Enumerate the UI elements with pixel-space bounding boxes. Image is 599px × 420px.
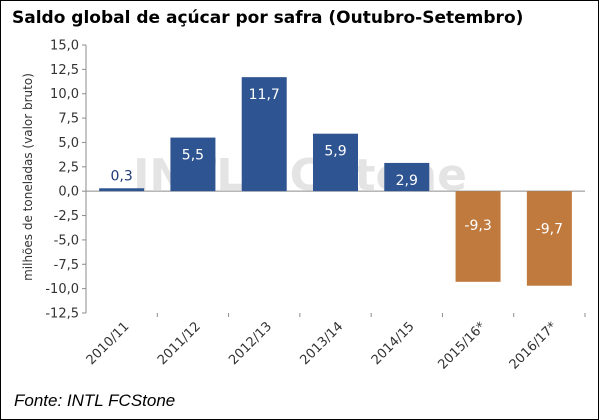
data-label: 5,9 <box>324 144 346 160</box>
data-label: 11,7 <box>249 87 280 103</box>
y-tick-label: 12,5 <box>50 63 79 78</box>
y-tick-label: 15,0 <box>50 39 79 54</box>
data-label: -9,7 <box>536 222 563 238</box>
y-tick-label: -10,0 <box>45 282 79 297</box>
bar-2011-12 <box>170 137 216 192</box>
y-tick-label: -2,5 <box>54 209 79 224</box>
x-tick-label: 2012/13 <box>226 319 275 368</box>
bar-2015-16- <box>455 191 501 282</box>
x-tick-label: 2014/15 <box>369 319 418 368</box>
data-labels: 0,3 5,5 11,7 5,9 2,9 -9,3 -9,7 <box>111 87 564 238</box>
y-tick-label: 5,0 <box>58 136 79 151</box>
bar-2013-14 <box>313 133 358 192</box>
y-tick-label: -5,0 <box>54 233 79 248</box>
axes: 15,0 12,5 10,0 7,5 5,0 2,5 0,0 -2,5 -5,0 -7,5 -10,… <box>45 39 586 373</box>
x-tick-label: 2016/17* <box>507 319 561 373</box>
bar-2010-11 <box>99 188 145 192</box>
bar-2016-17- <box>526 191 572 286</box>
y-tick-label: 7,5 <box>58 112 79 127</box>
source-note: Fonte: INTL FCStone <box>14 391 176 410</box>
y-tick-label: -7,5 <box>54 258 79 273</box>
data-label: -9,3 <box>464 218 491 234</box>
y-tick-label: -12,5 <box>45 307 79 322</box>
chart-title: Saldo global de açúcar por safra (Outubr… <box>12 8 524 28</box>
y-tick-label: 0,0 <box>58 185 79 200</box>
bar-2014-15 <box>384 162 430 192</box>
bars <box>99 77 572 286</box>
x-tick-label: 2010/11 <box>84 319 133 368</box>
x-tick-label: 2013/14 <box>298 319 347 368</box>
x-tick-label: 2015/16* <box>436 319 490 373</box>
data-label: 2,9 <box>396 173 418 189</box>
y-tick-label: 2,5 <box>58 160 79 175</box>
bar-2012-13 <box>241 77 287 192</box>
data-label: 0,3 <box>111 168 133 184</box>
x-tick-label: 2011/12 <box>155 319 204 368</box>
data-label: 5,5 <box>182 148 204 164</box>
y-tick-label: 10,0 <box>50 87 79 102</box>
